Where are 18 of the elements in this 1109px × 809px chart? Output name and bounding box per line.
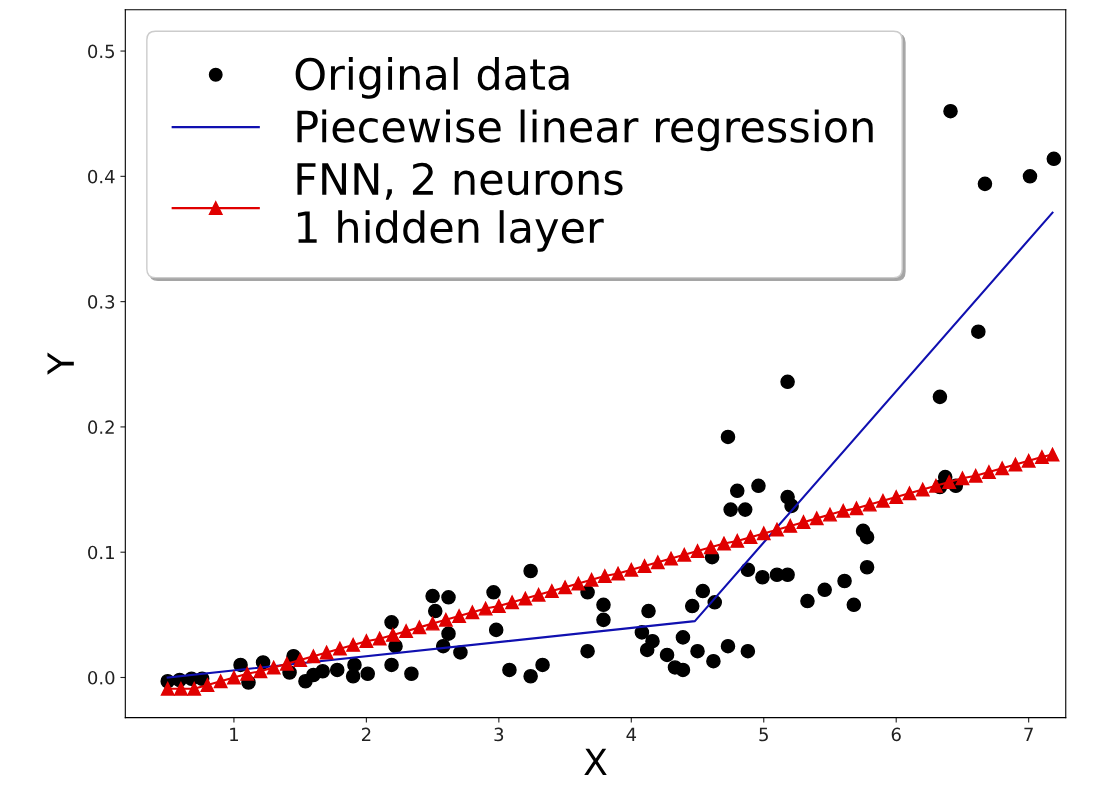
x-tick-label: 2 — [361, 727, 371, 742]
x-tick-label: 4 — [626, 727, 637, 742]
y-axis-title: Y — [47, 352, 74, 375]
legend-label: Original data — [295, 57, 569, 99]
legend-label: Piecewise linear regression — [297, 109, 873, 152]
y-tick-label: 0.4 — [88, 169, 115, 184]
legend-label: FNN, 2 neurons 1 hidden layer — [297, 162, 623, 252]
y-tick-label: 0.5 — [88, 44, 115, 59]
x-tick-label: 6 — [891, 727, 901, 742]
x-tick-label: 7 — [1024, 727, 1033, 742]
y-tick-label: 0.0 — [88, 670, 115, 685]
y-tick-label: 0.3 — [88, 295, 115, 309]
x-tick-label: 5 — [759, 727, 768, 742]
x-tick-label: 3 — [494, 727, 504, 742]
x-axis-title: X — [584, 748, 607, 775]
y-tick-label: 0.1 — [88, 545, 114, 560]
x-tick-label: 1 — [230, 727, 239, 742]
y-tick-label: 0.2 — [88, 420, 114, 435]
